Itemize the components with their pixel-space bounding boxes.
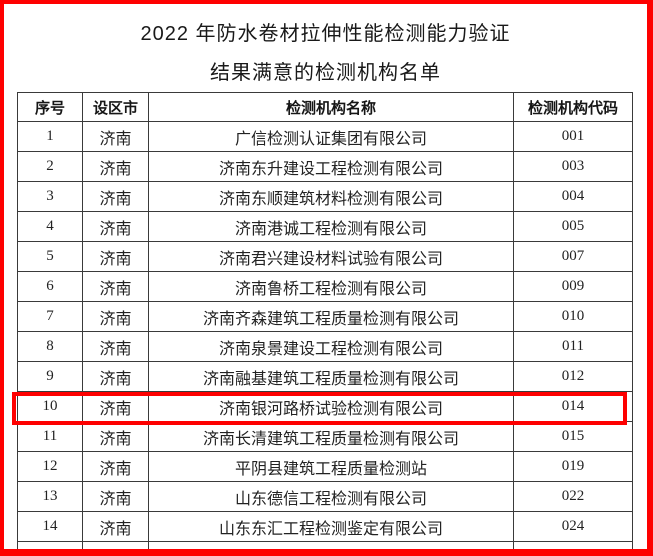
table-row: 9 济南 济南融基建筑工程质量检测有限公司 012 xyxy=(17,361,633,392)
cell-code: 014 xyxy=(513,391,633,422)
table-row: 11 济南 济南长清建筑工程质量检测有限公司 015 xyxy=(17,421,633,452)
cell-no: 10 xyxy=(17,391,83,422)
col-header-city: 设区市 xyxy=(82,92,149,122)
col-header-name: 检测机构名称 xyxy=(148,92,514,122)
table-row: 14 济南 山东东汇工程检测鉴定有限公司 024 xyxy=(17,511,633,542)
document-title: 2022 年防水卷材拉伸性能检测能力验证 xyxy=(140,23,511,45)
cell-city: 济南 xyxy=(82,271,149,302)
cell-city: 济南 xyxy=(82,451,149,482)
cell-city: 济南 xyxy=(82,241,149,272)
cell-name: 平阴县建筑工程质量检测站 xyxy=(148,451,514,482)
cell-no: 13 xyxy=(17,481,83,512)
cell-no: 7 xyxy=(17,301,83,332)
table-body: 1 济南 广信检测认证集团有限公司 001 2 济南 济南东升建设工程检测有限公… xyxy=(17,121,633,549)
table-row: 2 济南 济南东升建设工程检测有限公司 003 xyxy=(17,151,633,182)
cell-name: 广信检测认证集团有限公司 xyxy=(148,121,514,152)
cell-no: 14 xyxy=(17,511,83,542)
partial-cell xyxy=(17,541,83,549)
cell-code: 001 xyxy=(513,121,633,152)
cell-name: 山东东汇工程检测鉴定有限公司 xyxy=(148,511,514,542)
cell-city: 济南 xyxy=(82,301,149,332)
partial-cell xyxy=(148,541,514,549)
cell-code: 010 xyxy=(513,301,633,332)
cell-code: 007 xyxy=(513,241,633,272)
cell-code: 012 xyxy=(513,361,633,392)
cell-code: 024 xyxy=(513,511,633,542)
cell-no: 8 xyxy=(17,331,83,362)
cell-no: 9 xyxy=(17,361,83,392)
partial-row xyxy=(17,541,633,549)
table-row: 4 济南 济南港诚工程检测有限公司 005 xyxy=(17,211,633,242)
cell-code: 019 xyxy=(513,451,633,482)
table-row: 7 济南 济南齐森建筑工程质量检测有限公司 010 xyxy=(17,301,633,332)
table-header: 序号 设区市 检测机构名称 检测机构代码 xyxy=(17,92,633,122)
cell-code: 009 xyxy=(513,271,633,302)
cell-code: 015 xyxy=(513,421,633,452)
cell-code: 003 xyxy=(513,151,633,182)
cell-name: 济南银河路桥试验检测有限公司 xyxy=(148,391,514,422)
cell-no: 11 xyxy=(17,421,83,452)
table-row: 6 济南 济南鲁桥工程检测有限公司 009 xyxy=(17,271,633,302)
cell-name: 济南融基建筑工程质量检测有限公司 xyxy=(148,361,514,392)
cell-no: 6 xyxy=(17,271,83,302)
table-row: 12 济南 平阴县建筑工程质量检测站 019 xyxy=(17,451,633,482)
cell-city: 济南 xyxy=(82,481,149,512)
cell-city: 济南 xyxy=(82,511,149,542)
cell-no: 1 xyxy=(17,121,83,152)
cell-name: 山东德信工程检测有限公司 xyxy=(148,481,514,512)
cell-code: 011 xyxy=(513,331,633,362)
table-row: 10 济南 济南银河路桥试验检测有限公司 014 xyxy=(17,391,633,422)
table-row: 3 济南 济南东顺建筑材料检测有限公司 004 xyxy=(17,181,633,212)
cell-name: 济南君兴建设材料试验有限公司 xyxy=(148,241,514,272)
cell-city: 济南 xyxy=(82,421,149,452)
col-header-code: 检测机构代码 xyxy=(513,92,633,122)
cell-no: 3 xyxy=(17,181,83,212)
cell-no: 5 xyxy=(17,241,83,272)
cell-name: 济南东顺建筑材料检测有限公司 xyxy=(148,181,514,212)
cell-city: 济南 xyxy=(82,361,149,392)
document-subtitle: 结果满意的检测机构名单 xyxy=(210,62,441,84)
partial-cell xyxy=(513,541,633,549)
cell-name: 济南鲁桥工程检测有限公司 xyxy=(148,271,514,302)
cell-city: 济南 xyxy=(82,211,149,242)
cell-name: 济南泉景建设工程检测有限公司 xyxy=(148,331,514,362)
cell-no: 2 xyxy=(17,151,83,182)
cell-code: 004 xyxy=(513,181,633,212)
table-row: 5 济南 济南君兴建设材料试验有限公司 007 xyxy=(17,241,633,272)
cell-city: 济南 xyxy=(82,121,149,152)
cell-code: 022 xyxy=(513,481,633,512)
cell-name: 济南东升建设工程检测有限公司 xyxy=(148,151,514,182)
cell-name: 济南齐森建筑工程质量检测有限公司 xyxy=(148,301,514,332)
table-row: 8 济南 济南泉景建设工程检测有限公司 011 xyxy=(17,331,633,362)
cell-name: 济南长清建筑工程质量检测有限公司 xyxy=(148,421,514,452)
cell-city: 济南 xyxy=(82,331,149,362)
cell-city: 济南 xyxy=(82,181,149,212)
cell-name: 济南港诚工程检测有限公司 xyxy=(148,211,514,242)
cell-no: 12 xyxy=(17,451,83,482)
partial-cell xyxy=(82,541,149,549)
cell-city: 济南 xyxy=(82,151,149,182)
cell-no: 4 xyxy=(17,211,83,242)
table-row: 13 济南 山东德信工程检测有限公司 022 xyxy=(17,481,633,512)
institutions-table: 序号 设区市 检测机构名称 检测机构代码 1 济南 广信检测认证集团有限公司 0… xyxy=(17,92,633,549)
cell-code: 005 xyxy=(513,211,633,242)
col-header-no: 序号 xyxy=(17,92,83,122)
header-row: 序号 设区市 检测机构名称 检测机构代码 xyxy=(17,92,633,122)
cell-city: 济南 xyxy=(82,391,149,422)
table-row: 1 济南 广信检测认证集团有限公司 001 xyxy=(17,121,633,152)
